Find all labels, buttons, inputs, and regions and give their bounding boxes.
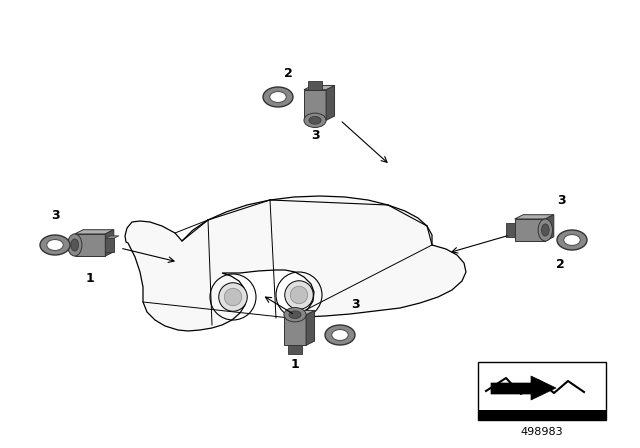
- Ellipse shape: [557, 230, 587, 250]
- Ellipse shape: [263, 87, 293, 107]
- Ellipse shape: [71, 239, 79, 251]
- Polygon shape: [284, 314, 306, 345]
- Polygon shape: [306, 310, 314, 345]
- Ellipse shape: [538, 219, 552, 241]
- Bar: [478, 362, 606, 420]
- Polygon shape: [326, 86, 335, 121]
- Text: 3: 3: [310, 129, 319, 142]
- Polygon shape: [125, 196, 466, 331]
- Polygon shape: [106, 230, 114, 256]
- Ellipse shape: [47, 240, 63, 250]
- Polygon shape: [75, 234, 106, 256]
- Text: 3: 3: [557, 194, 566, 207]
- Text: 3: 3: [51, 208, 60, 221]
- Ellipse shape: [332, 329, 348, 340]
- Ellipse shape: [564, 234, 580, 246]
- Text: 1: 1: [291, 358, 300, 371]
- Polygon shape: [308, 81, 322, 90]
- Bar: [478, 410, 606, 420]
- Ellipse shape: [289, 311, 301, 319]
- Polygon shape: [106, 236, 119, 238]
- Polygon shape: [106, 238, 114, 252]
- Polygon shape: [515, 215, 554, 219]
- Polygon shape: [284, 310, 314, 314]
- Circle shape: [224, 288, 242, 306]
- Ellipse shape: [304, 113, 326, 128]
- Ellipse shape: [541, 224, 549, 236]
- Polygon shape: [304, 90, 326, 121]
- Polygon shape: [289, 345, 301, 354]
- Ellipse shape: [269, 91, 286, 103]
- Polygon shape: [75, 230, 114, 234]
- Polygon shape: [506, 224, 515, 237]
- Polygon shape: [515, 219, 545, 241]
- Text: 1: 1: [86, 271, 94, 284]
- Text: 498983: 498983: [521, 427, 563, 437]
- Circle shape: [285, 281, 313, 309]
- Text: 3: 3: [351, 298, 359, 311]
- Text: 2: 2: [556, 258, 564, 271]
- Polygon shape: [545, 215, 554, 241]
- Circle shape: [219, 283, 247, 311]
- Polygon shape: [304, 86, 335, 90]
- Circle shape: [291, 286, 308, 304]
- Ellipse shape: [40, 235, 70, 255]
- Ellipse shape: [67, 234, 82, 256]
- Ellipse shape: [284, 307, 306, 322]
- Ellipse shape: [309, 116, 321, 124]
- Ellipse shape: [325, 325, 355, 345]
- Text: 2: 2: [284, 66, 292, 79]
- Polygon shape: [491, 376, 556, 400]
